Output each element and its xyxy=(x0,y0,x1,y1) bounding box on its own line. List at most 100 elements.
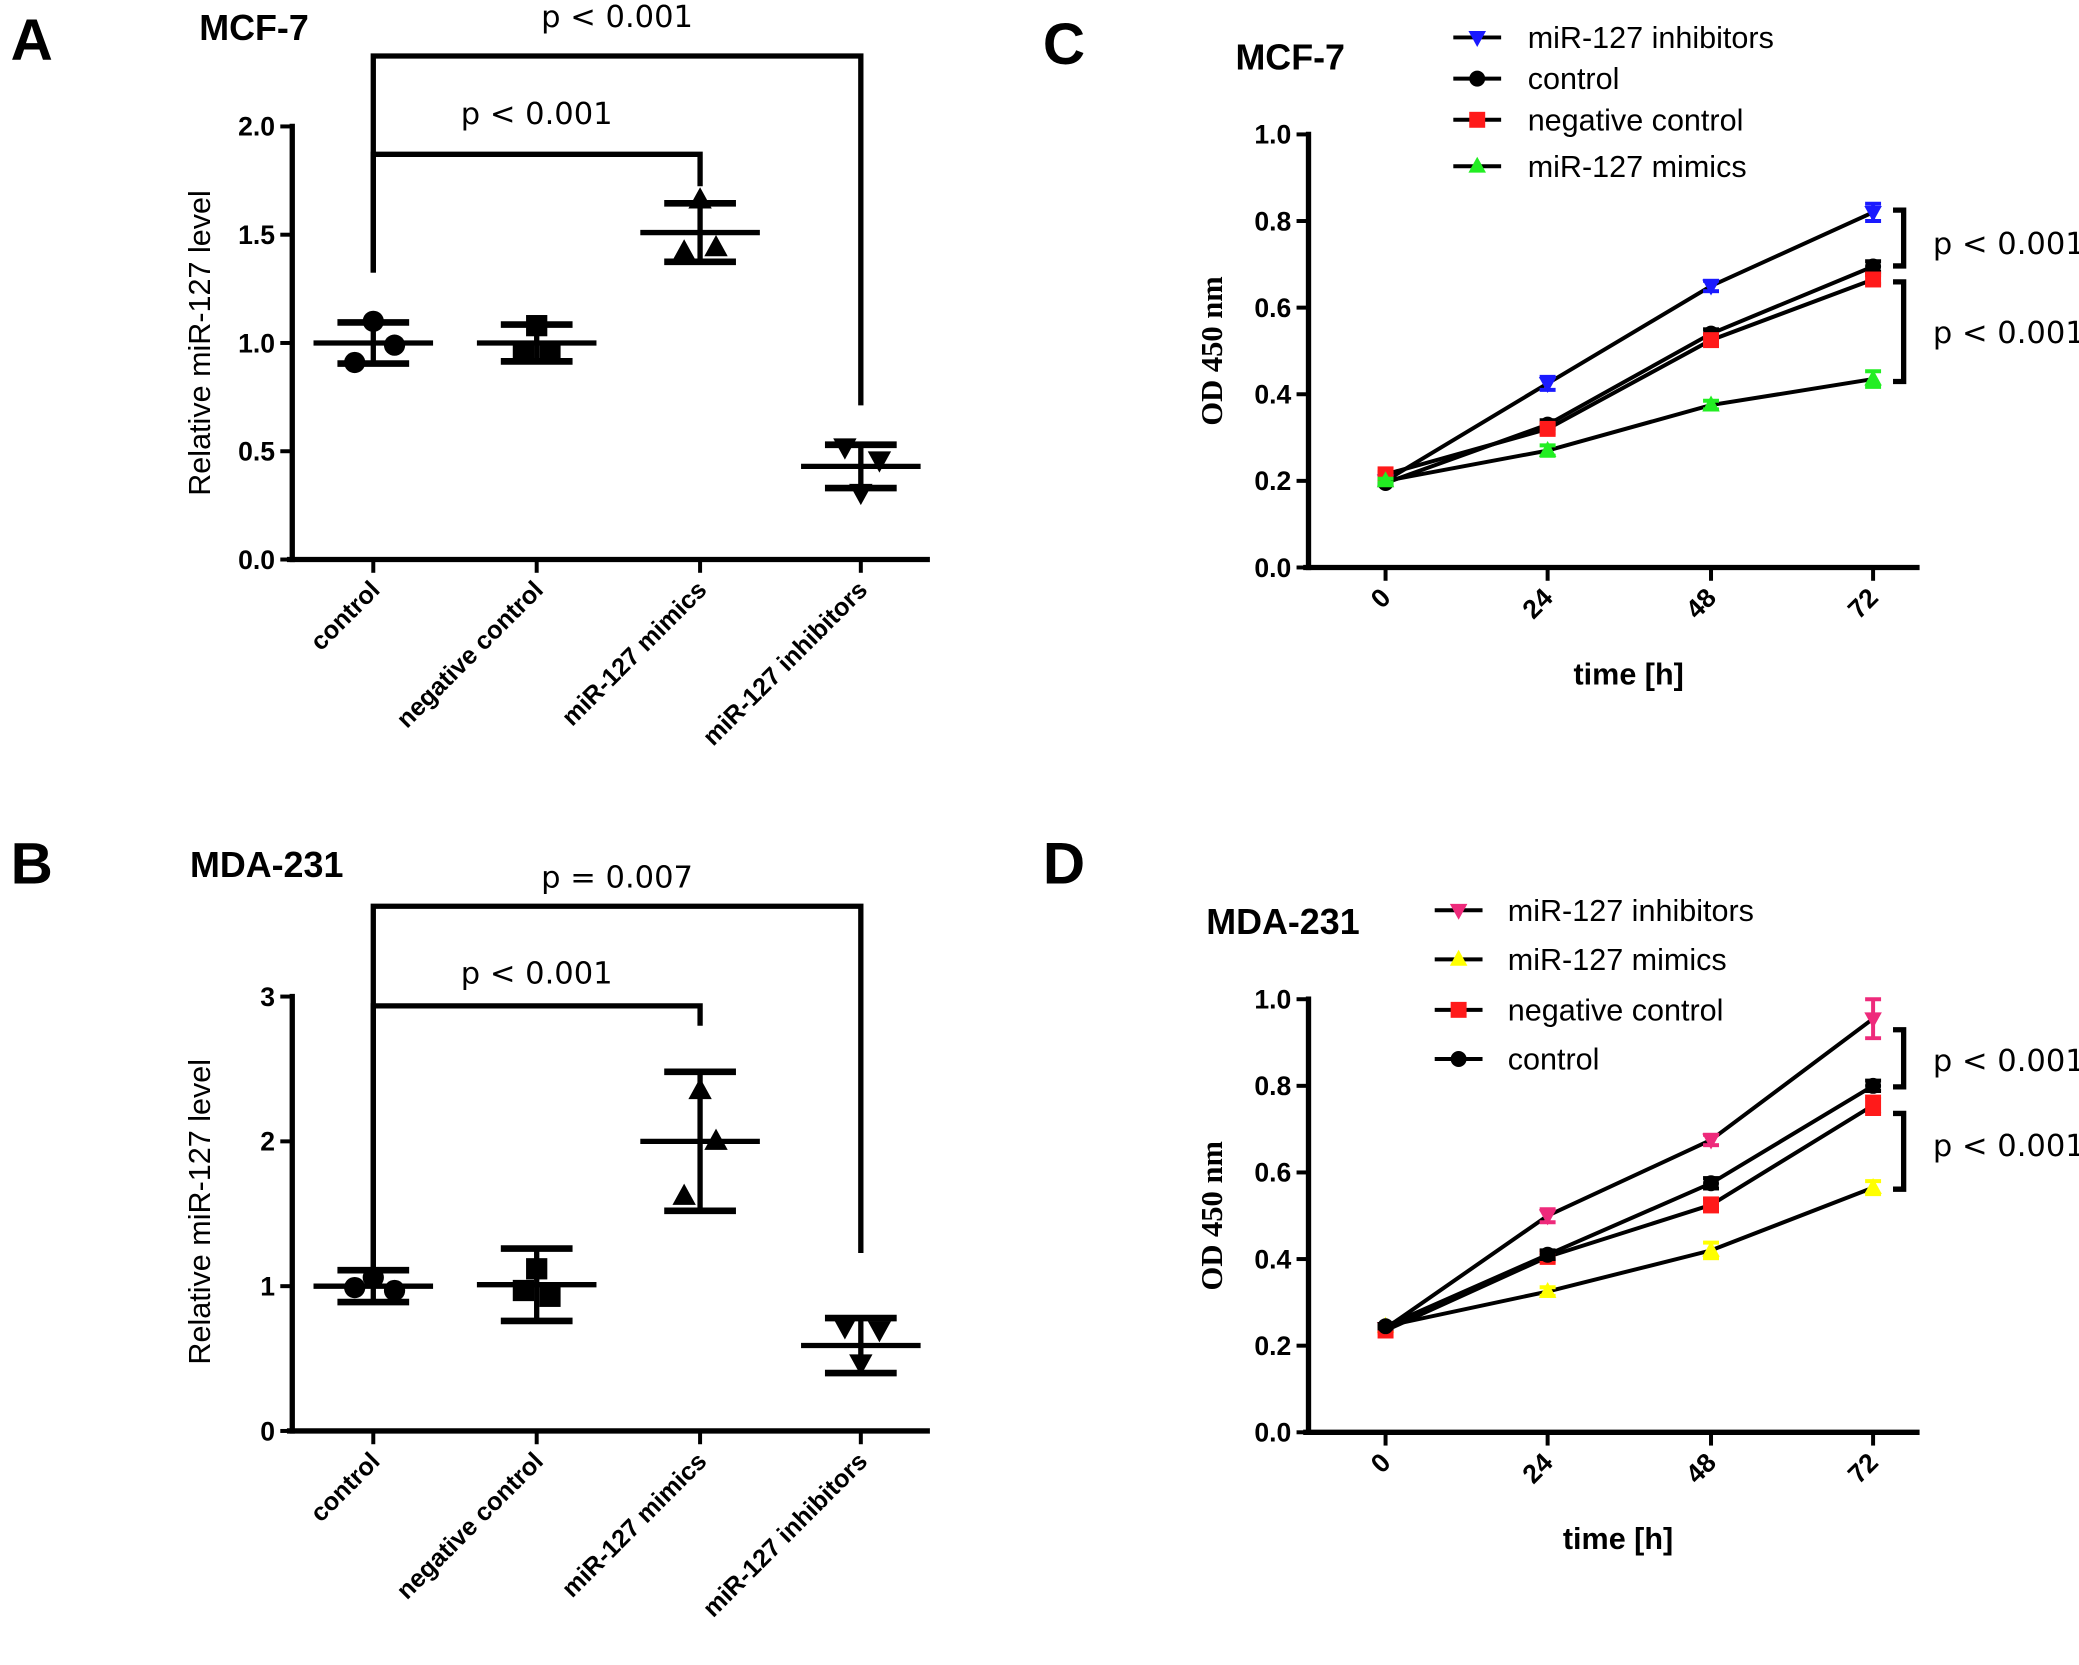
y-tick-label: 0.0 xyxy=(1254,1418,1291,1448)
data-point xyxy=(1864,1178,1882,1194)
y-tick-label: 0 xyxy=(260,1416,275,1446)
x-tick-label: 48 xyxy=(1680,1447,1722,1489)
series-line xyxy=(1385,1185,1874,1329)
significance-bracket: p = 0.007 xyxy=(370,861,864,1273)
legend-item: negative control xyxy=(1434,993,1724,1027)
legend-label: negative control xyxy=(1508,993,1724,1027)
panel-b: B MDA-231 Relative miR-127 level 0 1 2 3 contro… xyxy=(11,832,930,1623)
legend-marker xyxy=(1449,903,1468,920)
legend-label: control xyxy=(1528,62,1620,96)
y-tick-label: 0.0 xyxy=(238,545,275,575)
x-category-label: miR-127 inhibitors xyxy=(698,576,873,751)
panel-title: MDA-231 xyxy=(1206,902,1359,942)
series-line xyxy=(1384,1084,1875,1329)
bracket-line xyxy=(1893,1110,1907,1192)
panel-letter: D xyxy=(1043,832,1085,897)
significance-bracket: p < 0.001 xyxy=(370,0,864,406)
y-tick-label: 1.0 xyxy=(1254,120,1291,150)
data-point xyxy=(1702,395,1720,412)
group-mir-127-inhibitors xyxy=(801,1314,921,1377)
bracket-line xyxy=(1893,279,1907,385)
data-point xyxy=(833,1318,857,1340)
x-tick-label: 48 xyxy=(1680,582,1722,624)
x-category-label: negative control xyxy=(391,576,549,734)
x-category-label: miR-127 mimics xyxy=(557,576,713,732)
legend-item: miR-127 inhibitors xyxy=(1434,894,1754,928)
data-point xyxy=(383,1279,406,1302)
legend-item: miR-127 mimics xyxy=(1453,150,1747,184)
series-line xyxy=(1385,377,1874,483)
series-line xyxy=(1384,1103,1875,1333)
data-point xyxy=(1539,1246,1556,1263)
legend-item: control xyxy=(1434,1043,1599,1077)
y-tick-label: 0.4 xyxy=(1254,1244,1291,1274)
significance-bracket: p < 0.001 xyxy=(1893,1027,2079,1090)
series-line xyxy=(1385,277,1874,477)
data-point xyxy=(1864,369,1882,386)
panel-c: C MCF-7 OD 450 nm time [h] 0.0 0.2 0.4 0.6 0.8 1.… xyxy=(1043,12,2079,691)
legend-marker xyxy=(1450,1001,1467,1018)
legend-label: miR-127 mimics xyxy=(1508,943,1727,977)
significance-bracket: p < 0.001 xyxy=(370,956,703,1273)
group-mir-127-mimics xyxy=(640,187,760,266)
data-point xyxy=(1702,279,1720,296)
y-tick-label: 0.0 xyxy=(1254,553,1291,583)
data-point xyxy=(1702,1240,1720,1257)
y-axis-label: OD 450 nm xyxy=(1195,1141,1229,1290)
p-value-label: p < 0.001 xyxy=(1933,227,2079,262)
legend-item: control xyxy=(1453,62,1619,96)
y-tick-label: 0.4 xyxy=(1254,380,1291,410)
legend-marker xyxy=(1468,156,1486,173)
p-value-label: p = 0.007 xyxy=(541,861,693,896)
y-tick-label: 2 xyxy=(260,1127,275,1157)
x-tick-label: 72 xyxy=(1842,582,1884,624)
p-value-label: p < 0.001 xyxy=(461,97,613,132)
data-point xyxy=(1865,271,1882,288)
p-value-label: p < 0.001 xyxy=(541,0,693,35)
group-control xyxy=(313,310,434,374)
y-axis-label: Relative miR-127 level xyxy=(183,1059,217,1365)
x-category-label: miR-127 inhibitors xyxy=(698,1447,873,1622)
panel-title: MCF-7 xyxy=(199,8,309,48)
data-point xyxy=(867,451,892,473)
x-tick-label: 24 xyxy=(1516,582,1558,624)
bracket-line xyxy=(1893,207,1907,269)
p-value-label: p < 0.001 xyxy=(1933,316,2079,351)
x-axis-label: time [h] xyxy=(1574,657,1684,691)
x-tick-label: 0 xyxy=(1365,582,1397,614)
group-negative-control xyxy=(476,315,597,365)
data-point xyxy=(1376,471,1395,488)
series-line xyxy=(1384,1017,1875,1330)
data-point xyxy=(672,1183,696,1205)
bracket-line xyxy=(370,151,703,273)
group-mir-127-mimics xyxy=(640,1068,760,1215)
x-category-label: negative control xyxy=(391,1447,549,1605)
bracket-line xyxy=(370,903,864,1273)
significance-bracket: p < 0.001 xyxy=(1893,1110,2079,1192)
data-point xyxy=(1703,1196,1719,1213)
series-line xyxy=(1384,264,1874,485)
x-category-label: control xyxy=(305,1447,385,1527)
data-point xyxy=(1538,440,1557,457)
y-tick-label: 0.5 xyxy=(238,437,275,467)
y-tick-label: 1.0 xyxy=(1254,985,1291,1015)
data-point xyxy=(1865,1097,1882,1114)
data-point xyxy=(867,1321,892,1343)
data-point xyxy=(1538,377,1557,393)
p-value-label: p < 0.001 xyxy=(1933,1044,2079,1079)
legend-marker xyxy=(1469,111,1486,128)
bracket-line xyxy=(370,53,864,406)
x-tick-label: 0 xyxy=(1365,1447,1397,1479)
series-mir-127-mimics xyxy=(1376,1178,1882,1333)
legend-label: miR-127 inhibitors xyxy=(1508,894,1754,928)
legend-label: miR-127 mimics xyxy=(1528,150,1747,184)
series-mir-127-inhibitors xyxy=(1376,201,1882,491)
p-value-label: p < 0.001 xyxy=(1933,1129,2079,1164)
legend-item: miR-127 mimics xyxy=(1434,943,1727,977)
legend-marker xyxy=(1468,31,1486,47)
data-point xyxy=(1538,1281,1557,1298)
bracket-line xyxy=(370,1003,703,1273)
significance-bracket: p < 0.001 xyxy=(1893,279,2079,385)
panel-title: MCF-7 xyxy=(1235,37,1345,77)
